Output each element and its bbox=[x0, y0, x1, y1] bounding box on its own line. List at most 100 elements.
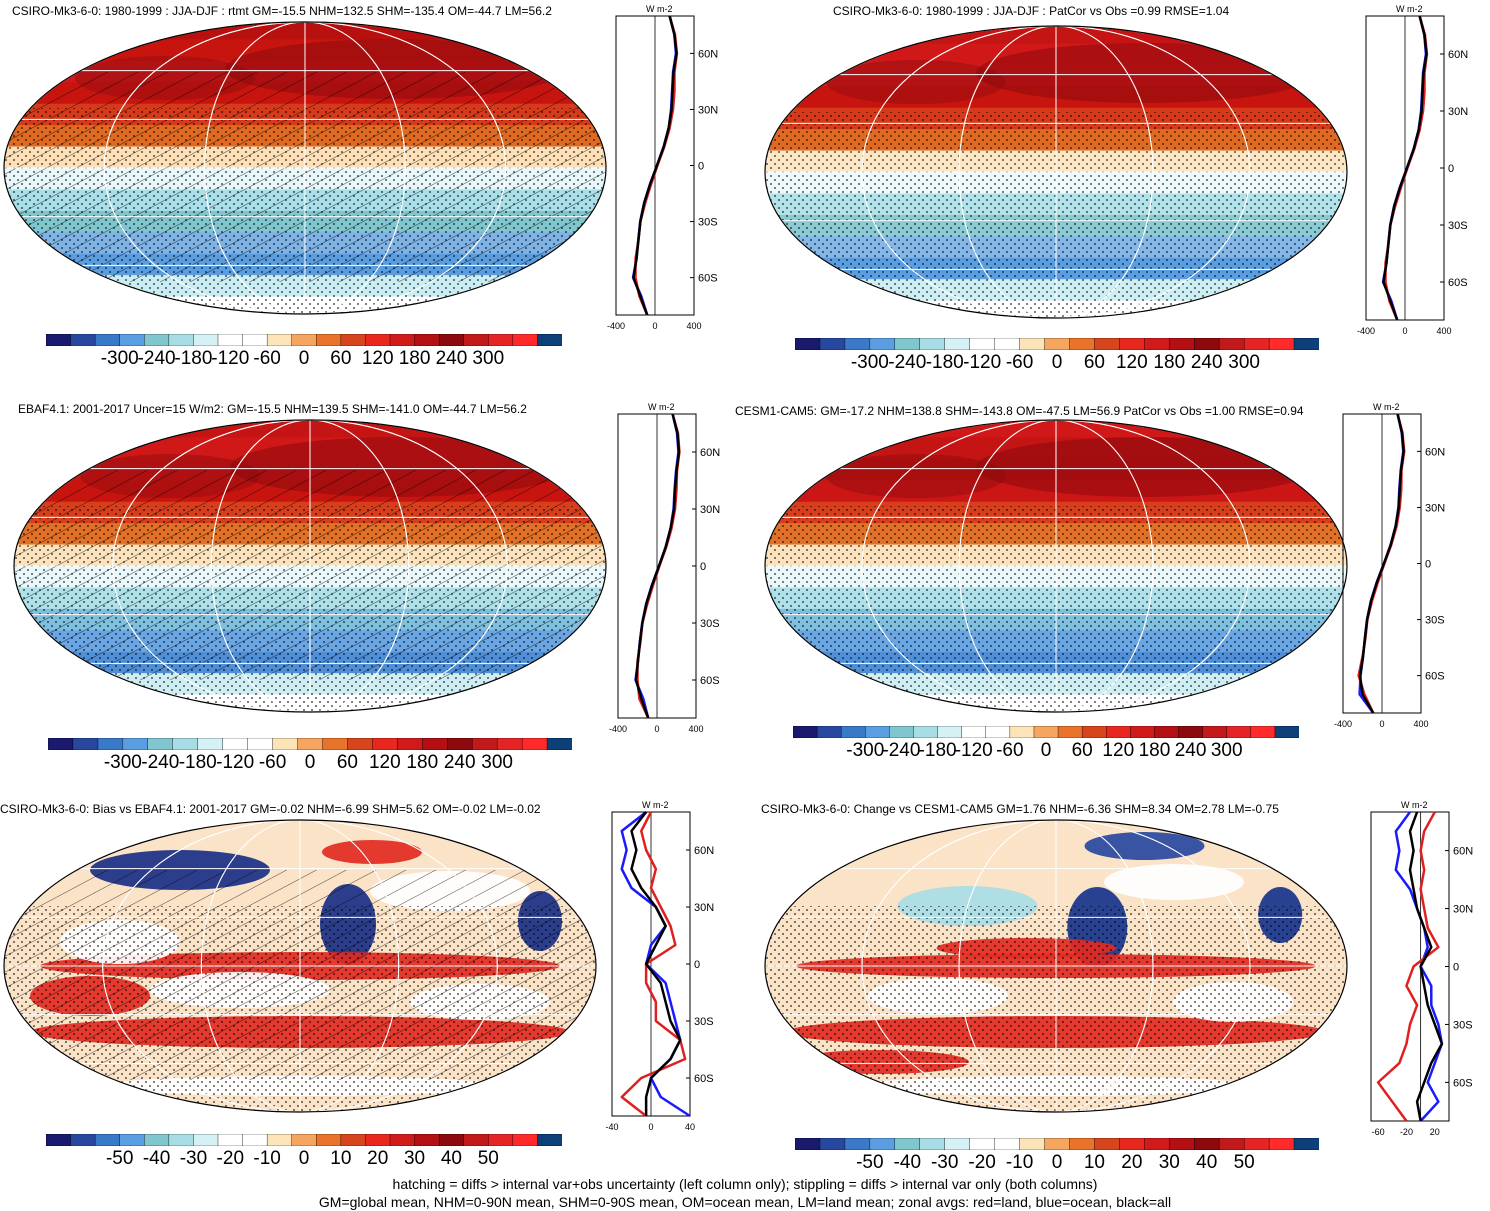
colorbar-segment bbox=[1154, 726, 1180, 738]
colorbar-tick-label: -300 bbox=[850, 352, 889, 373]
colorbar-tick-label: -20 bbox=[968, 1152, 996, 1173]
zonal-all-line bbox=[1358, 413, 1405, 714]
footer-caption: hatching = diffs > internal var+obs unce… bbox=[0, 1175, 1490, 1211]
colorbar-segment bbox=[122, 738, 149, 750]
lat-tick-label: 60N bbox=[698, 48, 718, 60]
colorbar-tick-label: 30 bbox=[403, 1148, 426, 1169]
colorbar-segment bbox=[389, 1134, 416, 1146]
zonal-all-line bbox=[632, 15, 678, 316]
longitude-line bbox=[861, 420, 1251, 712]
panel-title: EBAF4.1: 2001-2017 Uncer=15 W/m2: GM=-15… bbox=[18, 402, 527, 416]
colorbar-tick-label: 60 bbox=[336, 752, 358, 773]
colorbar-segment bbox=[994, 1138, 1021, 1150]
map-outline bbox=[13, 419, 607, 713]
colorbar-tick-label: 50 bbox=[477, 1148, 499, 1169]
colorbar bbox=[48, 738, 572, 750]
colorbar bbox=[795, 338, 1319, 350]
colorbar-tick-label: -60 bbox=[1005, 352, 1034, 373]
colorbar-tick-label: 0 bbox=[298, 348, 310, 369]
colorbar-segment bbox=[347, 738, 374, 750]
colorbar-tick-label: -50 bbox=[105, 1148, 134, 1169]
colorbar-segment bbox=[840, 726, 866, 738]
zonal-ocean-line bbox=[631, 15, 678, 316]
colorbar-labels: -300 -240 -180 -120 -60 0 60 120 180 240 300 bbox=[793, 740, 1299, 764]
colorbar-segment bbox=[193, 334, 219, 346]
colorbar-segment bbox=[397, 738, 423, 750]
colorbar-tick-label: -240 bbox=[882, 740, 921, 761]
colorbar-segment bbox=[961, 726, 987, 738]
colorbar-tick-label: 60 bbox=[1083, 352, 1105, 373]
colorbar-segment bbox=[1178, 726, 1204, 738]
units-label: W m-2 bbox=[1396, 4, 1423, 14]
lat-tick-label: 60S bbox=[1453, 1077, 1473, 1089]
colorbar-segment bbox=[471, 738, 498, 750]
colorbar-segment bbox=[844, 1138, 871, 1150]
colorbar-segment bbox=[488, 334, 514, 346]
colorbar-segment bbox=[316, 334, 342, 346]
colorbar-segment bbox=[1274, 726, 1299, 738]
x-tick-label: 400 bbox=[686, 321, 701, 331]
colorbar-segment bbox=[316, 1134, 342, 1146]
colorbar-segment bbox=[889, 726, 915, 738]
colorbar-segment bbox=[1169, 1138, 1195, 1150]
colorbar-segment bbox=[172, 738, 199, 750]
map-outline bbox=[764, 819, 1348, 1113]
colorbar-labels: -300 -240 -180 -120 -60 0 60 120 180 240 300 bbox=[795, 352, 1319, 376]
colorbar-segment bbox=[795, 1138, 821, 1150]
colorbar-tick-label: 10 bbox=[1083, 1152, 1105, 1173]
colorbar-segment bbox=[1009, 726, 1035, 738]
zonal-land-line bbox=[620, 811, 687, 1117]
map-outline bbox=[764, 419, 1348, 713]
colorbar-tick-label: 240 bbox=[443, 752, 476, 773]
colorbar-segment bbox=[1243, 338, 1270, 350]
colorbar-tick-label: 20 bbox=[367, 1148, 389, 1169]
colorbar-tick-label: -240 bbox=[141, 752, 180, 773]
colorbar-segment bbox=[365, 1134, 391, 1146]
colorbar-tick-label: -180 bbox=[918, 740, 957, 761]
colorbar-tick-label: -120 bbox=[963, 352, 1002, 373]
lat-tick-label: 60N bbox=[1448, 49, 1468, 61]
colorbar-tick-label: 0 bbox=[1040, 740, 1052, 761]
map-outline bbox=[764, 25, 1348, 319]
colorbar-segment bbox=[266, 334, 293, 346]
colorbar-tick-label: -300 bbox=[846, 740, 885, 761]
colorbar-segment bbox=[1033, 726, 1059, 738]
colorbar-segment bbox=[1019, 1138, 1046, 1150]
colorbar-tick-label: -30 bbox=[179, 1148, 208, 1169]
units-label: W m-2 bbox=[1401, 800, 1428, 810]
colorbar-segment bbox=[389, 334, 416, 346]
x-tick-label: 400 bbox=[1413, 719, 1428, 729]
colorbar-segment bbox=[869, 1138, 896, 1150]
map-anomaly bbox=[322, 840, 422, 864]
colorbar-segment bbox=[438, 1134, 465, 1146]
colorbar-segment bbox=[1144, 1138, 1170, 1150]
colorbar-segment bbox=[512, 334, 539, 346]
colorbar-tick-label: 120 bbox=[1115, 352, 1148, 373]
x-tick-label: -40 bbox=[605, 1122, 618, 1132]
colorbar-segment bbox=[94, 334, 121, 346]
colorbar-segment bbox=[1094, 338, 1121, 350]
map-outline bbox=[3, 819, 597, 1113]
lat-tick-label: 30S bbox=[1425, 615, 1445, 627]
x-tick-label: 0 bbox=[652, 321, 657, 331]
colorbar-labels: -300 -240 -180 -120 -60 0 60 120 180 240 300 bbox=[46, 348, 562, 372]
panel-model-patcor: CSIRO-Mk3-6-0: 1980-1999 : JJA-DJF : Pat… bbox=[745, 0, 1490, 380]
colorbar-segment bbox=[217, 334, 244, 346]
colorbar-segment bbox=[985, 726, 1011, 738]
units-label: W m-2 bbox=[1373, 402, 1400, 412]
x-tick-label: -400 bbox=[1334, 719, 1352, 729]
footer-line-1: hatching = diffs > internal var+obs unce… bbox=[392, 1176, 1098, 1192]
colorbar-tick-label: 10 bbox=[330, 1148, 352, 1169]
colorbar-tick-label: -40 bbox=[142, 1148, 171, 1169]
colorbar-segment bbox=[242, 1134, 268, 1146]
colorbar-segment bbox=[372, 738, 399, 750]
panel-title: CSIRO-Mk3-6-0: Change vs CESM1-CAM5 GM=1… bbox=[761, 802, 1279, 816]
zonal-mean-plot: W m-2 60N 30N 0 30S 60S -400 0 400 bbox=[1357, 4, 1468, 336]
colorbar-segment bbox=[365, 334, 391, 346]
longitude-line bbox=[103, 22, 507, 314]
x-tick-label: -400 bbox=[607, 321, 625, 331]
colorbar-tick-label: -60 bbox=[258, 752, 287, 773]
footer-line-2: GM=global mean, NHM=0-90N mean, SHM=0-90… bbox=[318, 1194, 1172, 1210]
colorbar-tick-label: -10 bbox=[1005, 1152, 1034, 1173]
colorbar-segment bbox=[414, 334, 440, 346]
